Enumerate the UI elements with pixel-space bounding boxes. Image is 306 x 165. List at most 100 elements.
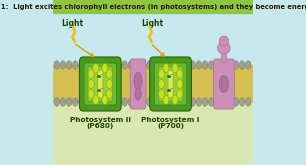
Circle shape — [147, 61, 152, 69]
Text: e⁻: e⁻ — [97, 87, 104, 93]
Circle shape — [239, 61, 245, 69]
Circle shape — [102, 96, 108, 104]
FancyBboxPatch shape — [150, 57, 191, 111]
Circle shape — [91, 98, 97, 106]
Circle shape — [88, 69, 94, 79]
Circle shape — [227, 61, 233, 69]
Text: (P700): (P700) — [157, 123, 184, 129]
Circle shape — [91, 61, 97, 69]
Circle shape — [66, 98, 72, 106]
Text: e⁻: e⁻ — [167, 75, 174, 80]
Circle shape — [97, 98, 103, 106]
Circle shape — [116, 98, 121, 106]
Circle shape — [239, 98, 245, 106]
Ellipse shape — [134, 72, 142, 90]
Bar — [221, 50, 226, 62]
Circle shape — [196, 61, 202, 69]
FancyBboxPatch shape — [54, 0, 252, 13]
Circle shape — [159, 89, 164, 99]
Circle shape — [60, 61, 66, 69]
Circle shape — [54, 61, 59, 69]
Circle shape — [103, 61, 109, 69]
Circle shape — [110, 98, 115, 106]
Circle shape — [172, 96, 178, 104]
Circle shape — [93, 96, 99, 104]
Bar — [54, 65, 252, 102]
Circle shape — [128, 61, 134, 69]
Circle shape — [106, 89, 112, 99]
Circle shape — [171, 98, 177, 106]
Bar — [54, 13, 252, 103]
Circle shape — [202, 98, 208, 106]
Circle shape — [190, 98, 196, 106]
Circle shape — [88, 80, 94, 88]
Circle shape — [159, 80, 164, 88]
Circle shape — [221, 61, 226, 69]
Circle shape — [159, 98, 165, 106]
Circle shape — [102, 64, 108, 72]
Circle shape — [233, 98, 239, 106]
Circle shape — [233, 61, 239, 69]
Text: Photosystem II: Photosystem II — [70, 117, 131, 123]
FancyBboxPatch shape — [80, 57, 121, 111]
Circle shape — [184, 98, 189, 106]
Circle shape — [171, 61, 177, 69]
Circle shape — [97, 61, 103, 69]
Circle shape — [177, 89, 183, 99]
Circle shape — [177, 98, 183, 106]
Circle shape — [196, 98, 202, 106]
Circle shape — [165, 98, 171, 106]
Circle shape — [93, 64, 99, 72]
Circle shape — [128, 98, 134, 106]
Circle shape — [73, 61, 78, 69]
Bar — [54, 103, 252, 165]
Circle shape — [88, 89, 94, 99]
Text: Light: Light — [141, 18, 163, 28]
Circle shape — [215, 61, 220, 69]
FancyBboxPatch shape — [168, 70, 173, 98]
Circle shape — [208, 98, 214, 106]
Ellipse shape — [219, 36, 229, 46]
Circle shape — [116, 61, 121, 69]
FancyBboxPatch shape — [154, 63, 187, 105]
Circle shape — [134, 98, 140, 106]
FancyBboxPatch shape — [98, 70, 103, 98]
Circle shape — [159, 69, 164, 79]
Text: Photosystem I: Photosystem I — [141, 117, 200, 123]
Circle shape — [177, 80, 183, 88]
Ellipse shape — [218, 42, 230, 54]
Text: e⁻: e⁻ — [97, 75, 104, 80]
Circle shape — [245, 98, 251, 106]
Circle shape — [73, 98, 78, 106]
Circle shape — [202, 61, 208, 69]
Circle shape — [172, 64, 178, 72]
Circle shape — [79, 61, 84, 69]
Ellipse shape — [219, 75, 229, 93]
Text: e⁻: e⁻ — [167, 87, 174, 93]
Circle shape — [163, 96, 169, 104]
Ellipse shape — [135, 88, 141, 100]
Circle shape — [103, 98, 109, 106]
Circle shape — [122, 61, 127, 69]
FancyBboxPatch shape — [158, 67, 183, 101]
Circle shape — [147, 98, 152, 106]
Circle shape — [140, 98, 146, 106]
FancyBboxPatch shape — [169, 71, 172, 97]
Text: Light: Light — [61, 18, 84, 28]
Circle shape — [106, 69, 112, 79]
Circle shape — [66, 61, 72, 69]
Circle shape — [245, 61, 251, 69]
Circle shape — [140, 61, 146, 69]
Text: (P680): (P680) — [87, 123, 114, 129]
Circle shape — [221, 98, 226, 106]
Bar — [54, 0, 252, 13]
Circle shape — [60, 98, 66, 106]
Circle shape — [227, 98, 233, 106]
Circle shape — [190, 61, 196, 69]
Circle shape — [106, 80, 112, 88]
Circle shape — [153, 98, 158, 106]
Circle shape — [165, 61, 171, 69]
Circle shape — [79, 98, 84, 106]
Circle shape — [110, 61, 115, 69]
Circle shape — [122, 98, 127, 106]
